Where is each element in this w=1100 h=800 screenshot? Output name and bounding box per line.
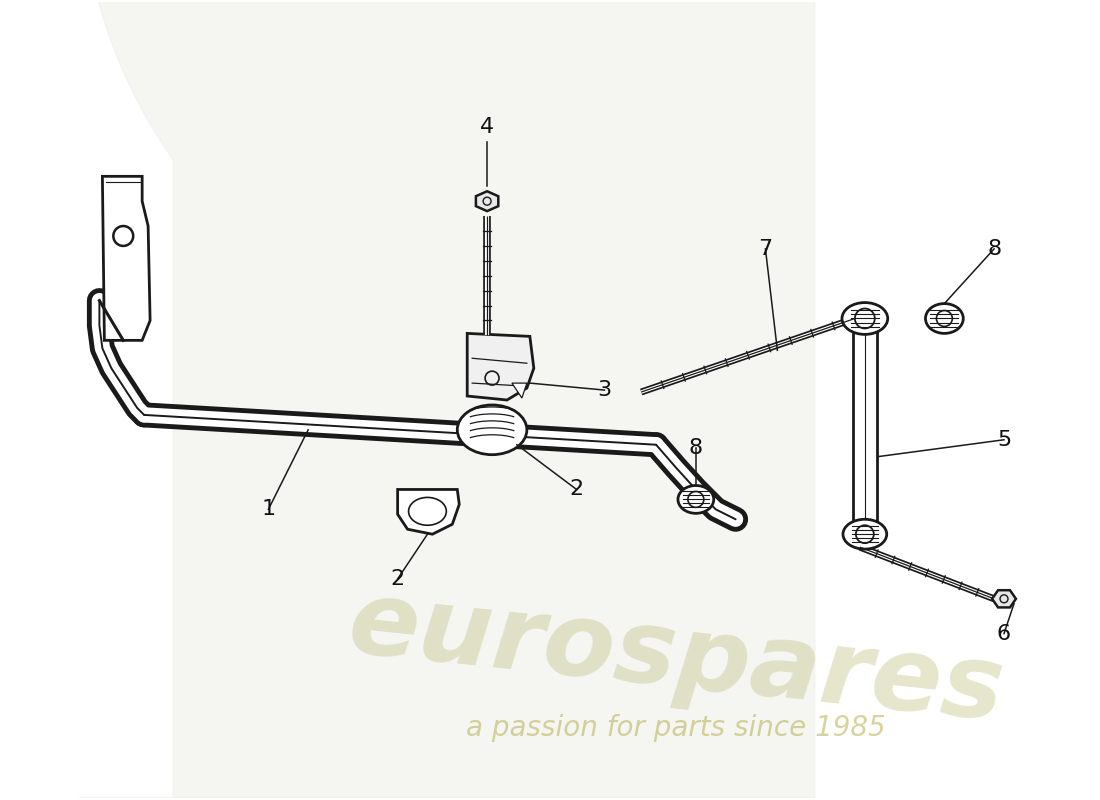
Polygon shape: [102, 176, 150, 340]
Text: 8: 8: [987, 239, 1001, 259]
Polygon shape: [397, 490, 460, 534]
Text: eurospares: eurospares: [343, 574, 1009, 743]
Text: a passion for parts since 1985: a passion for parts since 1985: [466, 714, 886, 742]
Polygon shape: [468, 334, 534, 400]
Text: 4: 4: [480, 117, 494, 137]
Text: 8: 8: [689, 438, 703, 458]
Text: 1: 1: [262, 499, 275, 519]
Text: 6: 6: [997, 624, 1011, 644]
Ellipse shape: [678, 486, 714, 514]
Ellipse shape: [458, 405, 527, 454]
Text: 7: 7: [758, 239, 772, 259]
Polygon shape: [476, 191, 498, 211]
Text: 5: 5: [997, 430, 1011, 450]
Text: 2: 2: [570, 479, 584, 499]
Text: 2: 2: [390, 569, 405, 589]
Ellipse shape: [408, 498, 447, 526]
Ellipse shape: [843, 519, 887, 549]
Polygon shape: [992, 590, 1016, 607]
Ellipse shape: [842, 302, 888, 334]
Polygon shape: [852, 329, 877, 526]
Text: 3: 3: [597, 380, 612, 400]
Polygon shape: [512, 383, 527, 398]
Ellipse shape: [925, 303, 964, 334]
